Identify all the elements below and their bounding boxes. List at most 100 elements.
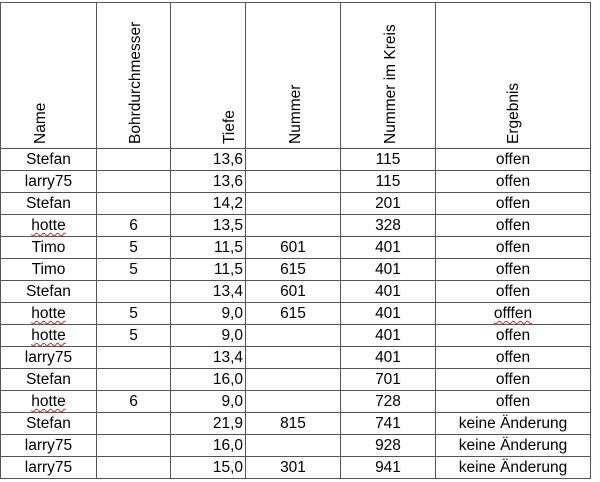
cell-ergebnis[interactable]: keine Änderung bbox=[435, 412, 591, 435]
cell-name[interactable]: Stefan bbox=[0, 280, 97, 303]
cell-name[interactable]: hotte bbox=[0, 302, 97, 325]
cell-kreis[interactable]: 201 bbox=[340, 192, 436, 215]
cell-name[interactable]: Stefan bbox=[0, 148, 97, 171]
cell-ergebnis[interactable]: offen bbox=[435, 346, 591, 369]
cell-tiefe[interactable]: 16,0 bbox=[170, 434, 246, 457]
cell-text: 401 bbox=[375, 283, 401, 300]
cell-kreis[interactable]: 401 bbox=[340, 280, 436, 303]
cell-bohr[interactable] bbox=[96, 170, 171, 193]
cell-name[interactable]: larry75 bbox=[0, 456, 97, 479]
cell-tiefe[interactable]: 11,5 bbox=[170, 258, 246, 281]
cell-tiefe[interactable]: 13,5 bbox=[170, 214, 246, 237]
header-nummer[interactable]: Nummer bbox=[245, 2, 341, 149]
cell-ergebnis[interactable]: offen bbox=[435, 324, 591, 347]
cell-kreis[interactable]: 401 bbox=[340, 346, 436, 369]
cell-name[interactable]: Stefan bbox=[0, 412, 97, 435]
cell-ergebnis[interactable]: offen bbox=[435, 390, 591, 413]
cell-bohr[interactable]: 5 bbox=[96, 258, 171, 281]
cell-ergebnis[interactable]: offen bbox=[435, 192, 591, 215]
cell-bohr[interactable] bbox=[96, 434, 171, 457]
header-nummer-im-kreis[interactable]: Nummer im Kreis bbox=[340, 2, 436, 149]
cell-name[interactable]: Timo bbox=[0, 236, 97, 259]
cell-kreis[interactable]: 741 bbox=[340, 412, 436, 435]
cell-tiefe[interactable]: 9,0 bbox=[170, 324, 246, 347]
cell-kreis[interactable]: 928 bbox=[340, 434, 436, 457]
cell-name[interactable]: hotte bbox=[0, 324, 97, 347]
cell-ergebnis[interactable]: offen bbox=[435, 170, 591, 193]
cell-nummer[interactable] bbox=[245, 390, 341, 413]
cell-ergebnis[interactable]: offen bbox=[435, 236, 591, 259]
cell-bohr[interactable] bbox=[96, 412, 171, 435]
header-tiefe[interactable]: Tiefe bbox=[170, 2, 246, 149]
cell-bohr[interactable] bbox=[96, 148, 171, 171]
cell-name[interactable]: larry75 bbox=[0, 170, 97, 193]
cell-bohr[interactable]: 6 bbox=[96, 390, 171, 413]
cell-tiefe[interactable]: 9,0 bbox=[170, 390, 246, 413]
cell-nummer[interactable] bbox=[245, 324, 341, 347]
cell-bohr[interactable]: 5 bbox=[96, 302, 171, 325]
cell-bohr[interactable] bbox=[96, 346, 171, 369]
cell-nummer[interactable] bbox=[245, 148, 341, 171]
header-name[interactable]: Name bbox=[0, 2, 97, 149]
cell-tiefe[interactable]: 15,0 bbox=[170, 456, 246, 479]
cell-tiefe[interactable]: 9,0 bbox=[170, 302, 246, 325]
cell-kreis[interactable]: 728 bbox=[340, 390, 436, 413]
cell-bohr[interactable]: 5 bbox=[96, 324, 171, 347]
cell-tiefe[interactable]: 14,2 bbox=[170, 192, 246, 215]
cell-name[interactable]: hotte bbox=[0, 390, 97, 413]
cell-kreis[interactable]: 401 bbox=[340, 258, 436, 281]
cell-nummer[interactable]: 301 bbox=[245, 456, 341, 479]
cell-kreis[interactable]: 115 bbox=[340, 148, 436, 171]
cell-bohr[interactable]: 6 bbox=[96, 214, 171, 237]
cell-ergebnis[interactable]: keine Änderung bbox=[435, 434, 591, 457]
header-bohrdurchmesser[interactable]: Bohrdurchmesser bbox=[96, 2, 171, 149]
cell-nummer[interactable]: 615 bbox=[245, 302, 341, 325]
cell-kreis[interactable]: 401 bbox=[340, 236, 436, 259]
cell-nummer[interactable] bbox=[245, 368, 341, 391]
cell-text: 6 bbox=[129, 217, 138, 234]
cell-bohr[interactable] bbox=[96, 456, 171, 479]
cell-ergebnis[interactable]: offen bbox=[435, 148, 591, 171]
cell-tiefe[interactable]: 21,9 bbox=[170, 412, 246, 435]
cell-text: hotte bbox=[31, 393, 66, 410]
cell-nummer[interactable] bbox=[245, 214, 341, 237]
cell-text: 401 bbox=[375, 349, 401, 366]
cell-nummer[interactable]: 601 bbox=[245, 280, 341, 303]
cell-nummer[interactable]: 601 bbox=[245, 236, 341, 259]
cell-ergebnis[interactable]: offen bbox=[435, 280, 591, 303]
cell-kreis[interactable]: 941 bbox=[340, 456, 436, 479]
cell-bohr[interactable] bbox=[96, 368, 171, 391]
cell-bohr[interactable] bbox=[96, 192, 171, 215]
cell-nummer[interactable] bbox=[245, 434, 341, 457]
cell-bohr[interactable] bbox=[96, 280, 171, 303]
cell-kreis[interactable]: 328 bbox=[340, 214, 436, 237]
cell-ergebnis[interactable]: offen bbox=[435, 258, 591, 281]
cell-tiefe[interactable]: 13,6 bbox=[170, 170, 246, 193]
header-ergebnis[interactable]: Ergebnis bbox=[435, 2, 591, 149]
cell-name[interactable]: Timo bbox=[0, 258, 97, 281]
cell-kreis[interactable]: 115 bbox=[340, 170, 436, 193]
cell-bohr[interactable]: 5 bbox=[96, 236, 171, 259]
cell-name[interactable]: larry75 bbox=[0, 434, 97, 457]
cell-ergebnis[interactable]: offfen bbox=[435, 302, 591, 325]
cell-nummer[interactable] bbox=[245, 192, 341, 215]
cell-nummer[interactable]: 815 bbox=[245, 412, 341, 435]
cell-name[interactable]: hotte bbox=[0, 214, 97, 237]
cell-tiefe[interactable]: 16,0 bbox=[170, 368, 246, 391]
cell-nummer[interactable] bbox=[245, 170, 341, 193]
cell-name[interactable]: Stefan bbox=[0, 368, 97, 391]
cell-kreis[interactable]: 401 bbox=[340, 324, 436, 347]
cell-ergebnis[interactable]: keine Änderung bbox=[435, 456, 591, 479]
cell-tiefe[interactable]: 13,6 bbox=[170, 148, 246, 171]
cell-tiefe[interactable]: 13,4 bbox=[170, 280, 246, 303]
cell-nummer[interactable]: 615 bbox=[245, 258, 341, 281]
cell-kreis[interactable]: 701 bbox=[340, 368, 436, 391]
cell-tiefe[interactable]: 11,5 bbox=[170, 236, 246, 259]
cell-tiefe[interactable]: 13,4 bbox=[170, 346, 246, 369]
cell-nummer[interactable] bbox=[245, 346, 341, 369]
cell-name[interactable]: larry75 bbox=[0, 346, 97, 369]
cell-ergebnis[interactable]: offen bbox=[435, 368, 591, 391]
cell-ergebnis[interactable]: offen bbox=[435, 214, 591, 237]
cell-kreis[interactable]: 401 bbox=[340, 302, 436, 325]
cell-name[interactable]: Stefan bbox=[0, 192, 97, 215]
